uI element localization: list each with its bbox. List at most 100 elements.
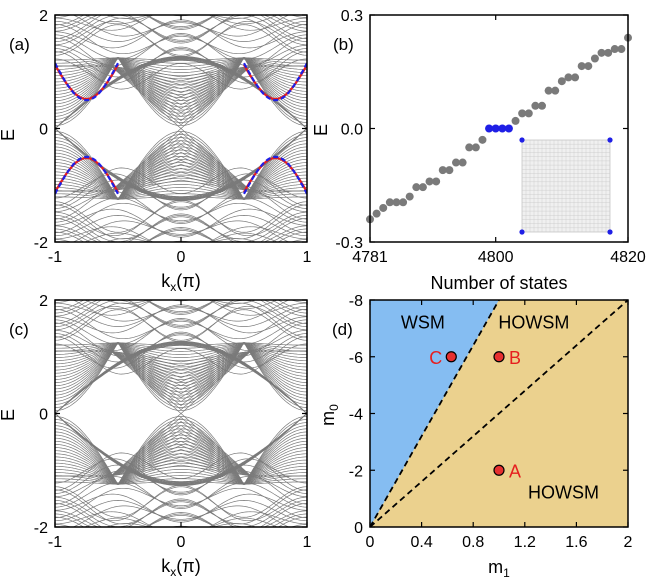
- zero-mode-point: [491, 124, 500, 133]
- panel-d-points: A B C: [429, 348, 521, 482]
- bulk-band: [55, 57, 307, 89]
- bulk-band: [55, 341, 307, 408]
- bulk-band: [83, 517, 279, 527]
- bulk-band: [55, 226, 307, 242]
- panel-d-ticks: 0 0.4 0.8 1.2 1.6 2 0 -2 -4 -6 -8: [349, 293, 633, 551]
- panel-b-label: (b): [333, 35, 354, 54]
- state-point: [604, 48, 613, 57]
- bulk-band: [55, 475, 307, 485]
- bulk-band: [55, 342, 307, 358]
- bulk-band: [72, 505, 290, 527]
- panel-c-xtick-label: 1: [303, 534, 312, 551]
- bulk-band: [55, 215, 307, 237]
- bulk-band: [55, 469, 307, 485]
- phase-point-B: [493, 351, 505, 363]
- panel-a-bands: [55, 0, 307, 242]
- phase-boundary: [370, 300, 500, 527]
- bulk-band: [55, 128, 307, 202]
- bulk-band: [55, 503, 307, 527]
- bulk-band: [55, 15, 307, 31]
- state-point: [564, 73, 573, 82]
- panel-c-xtick-label: -1: [48, 534, 62, 551]
- state-point: [571, 73, 580, 82]
- region-label: HOWSM: [498, 312, 569, 332]
- bulk-band: [55, 201, 307, 233]
- bulk-band: [55, 486, 307, 518]
- bulk-band: [55, 227, 307, 242]
- bulk-band: [83, 300, 279, 310]
- panel-a: -1 0 1 -2 0 2 (a) E kx(π): [0, 0, 312, 294]
- inset-corner-mode: [607, 229, 613, 235]
- state-point: [584, 62, 593, 71]
- bulk-band: [55, 478, 307, 485]
- bulk-band: [55, 459, 307, 485]
- panel-a-ytick-label: 0: [39, 122, 48, 139]
- panel-c-ytick-label: 2: [39, 293, 48, 310]
- panel-b-xtick-label: 4820: [610, 249, 646, 266]
- bulk-band: [55, 0, 307, 14]
- panel-d-ytick-label: 0: [354, 520, 363, 537]
- phase-boundary: [370, 300, 628, 527]
- bulk-band: [55, 190, 307, 200]
- panel-b-ytick-label: 0.3: [341, 8, 363, 25]
- bulk-band: [55, 137, 307, 201]
- bulk-band: [55, 309, 307, 340]
- bulk-band: [55, 146, 307, 200]
- bulk-band: [55, 57, 307, 64]
- bulk-band: [72, 300, 290, 322]
- state-point: [531, 101, 540, 110]
- bulk-band: [55, 57, 307, 77]
- bulk-band: [55, 214, 307, 242]
- bulk-band: [55, 300, 307, 324]
- edge-state-blue: [243, 155, 307, 195]
- bulk-band: [55, 487, 307, 518]
- bulk-band: [55, 0, 307, 11]
- bulk-band: [55, 431, 307, 485]
- bulk-band: [55, 180, 307, 200]
- bulk-band: [55, 57, 307, 70]
- state-point: [617, 45, 626, 54]
- bulk-band: [55, 428, 307, 477]
- bulk-band: [55, 482, 307, 508]
- panel-a-xtick-label: -1: [48, 249, 62, 266]
- state-point: [438, 166, 447, 175]
- bulk-band: [55, 165, 307, 200]
- bulk-band: [55, 130, 307, 201]
- bulk-band: [55, 218, 307, 242]
- bulk-band: [55, 342, 307, 377]
- bulk-band: [55, 143, 307, 200]
- bulk-band: [55, 193, 307, 200]
- bulk-band: [55, 46, 307, 84]
- bulk-band: [55, 300, 307, 315]
- bulk-band: [55, 444, 307, 485]
- bulk-band: [55, 511, 307, 527]
- bulk-band: [55, 500, 307, 522]
- zero-mode-point: [485, 124, 494, 133]
- bulk-band: [55, 342, 307, 390]
- bulk-band: [55, 128, 307, 200]
- bulk-band: [55, 0, 307, 2]
- bulk-band: [55, 57, 307, 73]
- panel-c-ytick-label: -2: [34, 520, 48, 537]
- panel-a-xlabel: kx(π): [161, 271, 200, 294]
- state-point: [379, 203, 388, 212]
- state-point: [590, 54, 599, 63]
- bulk-band: [55, 419, 307, 486]
- panel-b-inset: [519, 137, 613, 235]
- bulk-band: [55, 159, 307, 200]
- panel-d-label: (d): [332, 320, 353, 339]
- panel-d-xlabel: m1: [488, 557, 510, 580]
- bulk-band: [55, 305, 307, 327]
- bulk-band: [55, 177, 307, 200]
- bulk-band: [55, 331, 307, 369]
- state-point: [524, 109, 533, 118]
- bulk-band: [55, 57, 307, 114]
- panel-d: WSM HOWSM HOWSM A B C 0 0.4 0.8 1.2 1.6 2 0 -2 -4 -6 -…: [318, 293, 633, 580]
- bulk-band: [55, 422, 307, 486]
- state-point: [399, 198, 408, 207]
- inset-corner-mode: [519, 229, 525, 235]
- bulk-band: [55, 57, 307, 98]
- bulk-band: [55, 34, 307, 60]
- bulk-band: [55, 512, 307, 527]
- state-point: [597, 48, 606, 57]
